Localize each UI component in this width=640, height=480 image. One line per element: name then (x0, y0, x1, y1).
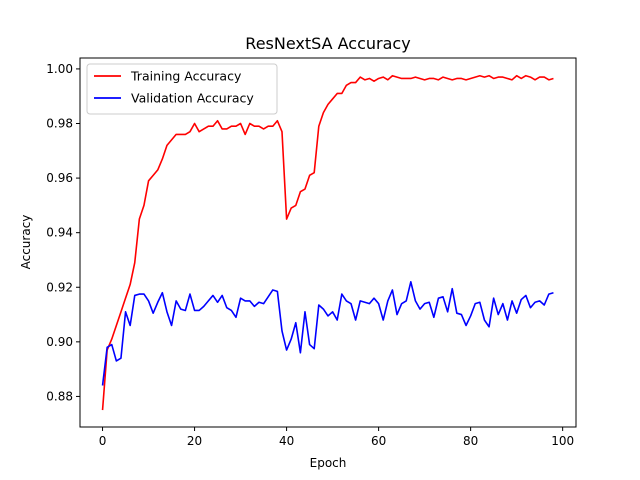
y-tick-label: 1.00 (46, 62, 73, 76)
y-tick-label: 0.98 (46, 117, 73, 131)
series-line-validation (101, 280, 554, 386)
legend-box (86, 63, 278, 115)
y-tick-label: 0.94 (46, 226, 73, 240)
legend-label-validation: Validation Accuracy (131, 91, 254, 106)
plot-area (79, 57, 577, 428)
chart-title: ResNextSA Accuracy (245, 34, 410, 53)
plot-frame (79, 57, 577, 428)
x-tick-label: 20 (187, 434, 202, 448)
y-tick-label: 0.88 (46, 389, 73, 403)
x-tick-label: 60 (371, 434, 386, 448)
x-tick-label: 40 (279, 434, 294, 448)
series-layer (101, 74, 554, 411)
x-axis-ticks: 0 20 40 60 80 100 (99, 427, 574, 448)
y-axis-label: Accuracy (19, 215, 33, 270)
legend: Training Accuracy Validation Accuracy (86, 63, 278, 115)
y-axis-ticks: 0.88 0.90 0.92 0.94 0.96 0.98 1.00 (46, 62, 80, 403)
x-tick-label: 100 (551, 434, 574, 448)
y-tick-label: 0.92 (46, 280, 73, 294)
x-tick-label: 0 (99, 434, 107, 448)
y-tick-label: 0.90 (46, 335, 73, 349)
x-axis-label: Epoch (310, 456, 347, 470)
series-line-training (101, 74, 554, 411)
y-tick-label: 0.96 (46, 171, 73, 185)
legend-label-training: Training Accuracy (130, 69, 242, 84)
x-tick-label: 80 (463, 434, 478, 448)
